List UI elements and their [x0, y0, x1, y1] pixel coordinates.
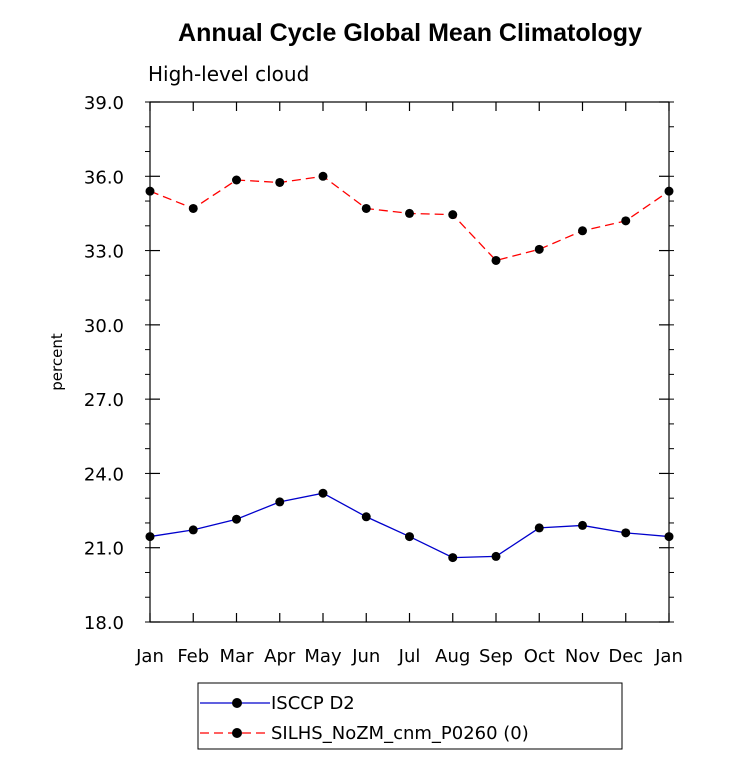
x-tick-label: Jan [135, 646, 164, 667]
series-1-point [318, 488, 328, 498]
chart-subtitle: High-level cloud [148, 62, 309, 86]
y-tick-label: 21.0 [84, 539, 124, 560]
series-1-point [448, 553, 458, 563]
series-1-point [578, 520, 587, 530]
series-2-point [232, 175, 241, 185]
series-2-point [318, 171, 328, 181]
x-tick-label: Feb [177, 646, 209, 667]
series-2-point [448, 210, 458, 220]
y-tick-label: 30.0 [84, 316, 124, 337]
series-1-point [664, 532, 674, 542]
series-2-point [621, 216, 631, 226]
series-layer [145, 171, 674, 563]
series-1-point [534, 523, 544, 533]
series-2-point [145, 186, 155, 196]
y-tick-labels: 18.0 21.0 24.0 27.0 30.0 33.0 36.0 39.0 [84, 93, 124, 634]
y-tick-label: 39.0 [84, 93, 124, 114]
series-1-point [491, 551, 501, 561]
y-axis-label: percent [48, 333, 66, 391]
plot-frame [149, 101, 670, 623]
x-tick-label: May [304, 646, 342, 667]
x-tick-label: Aug [435, 646, 470, 667]
series-2-point [405, 208, 414, 218]
x-tick-label: Mar [220, 646, 255, 667]
series-2-point [275, 177, 285, 187]
legend-box [197, 682, 623, 750]
series-line-2 [149, 175, 670, 262]
series-line-1 [149, 492, 670, 559]
y-tick-label: 24.0 [84, 464, 124, 485]
legend-label-series-1: ISCCP D2 [271, 693, 355, 714]
x-tick-label: Oct [524, 646, 555, 667]
x-tick-labels: Jan Feb Mar Apr May Jun Jul Aug Sep Oct Nov Dec Jan [135, 646, 683, 667]
x-tick-label: Dec [608, 646, 643, 667]
series-2-point [578, 226, 587, 236]
legend-entry-series-2: SILHS_NoZM_cnm_P0260 (0) [200, 723, 529, 744]
axis-ticks [145, 101, 674, 623]
series-1-point [232, 514, 241, 524]
legend-marker-series-2 [232, 728, 242, 738]
x-tick-label: Nov [565, 646, 600, 667]
series-1-point [405, 532, 414, 542]
y-tick-label: 36.0 [84, 167, 124, 188]
chart-title: Annual Cycle Global Mean Climatology [178, 19, 642, 47]
y-tick-label: 18.0 [84, 613, 124, 634]
x-tick-label: Apr [264, 646, 296, 667]
x-tick-label: Jan [654, 646, 683, 667]
y-tick-label: 27.0 [84, 390, 124, 411]
series-2-point [534, 244, 544, 254]
legend-label-series-2: SILHS_NoZM_cnm_P0260 (0) [271, 723, 529, 744]
series-1-point [145, 532, 155, 542]
series-1-point [621, 528, 631, 538]
legend-marker-series-1 [232, 698, 242, 708]
legend: ISCCP D2 SILHS_NoZM_cnm_P0260 (0) [197, 682, 623, 750]
series-2-point [664, 186, 674, 196]
series-1-point [188, 525, 198, 535]
x-tick-label: Jun [351, 646, 380, 667]
y-tick-label: 33.0 [84, 242, 124, 263]
series-2-point [188, 203, 198, 213]
series-1-point [275, 497, 285, 507]
series-2-point [361, 203, 371, 213]
series-2-point [491, 255, 501, 265]
x-tick-label: Jul [398, 646, 421, 667]
series-1-point [361, 512, 371, 522]
x-tick-label: Sep [479, 646, 513, 667]
legend-entry-series-1: ISCCP D2 [200, 693, 355, 714]
